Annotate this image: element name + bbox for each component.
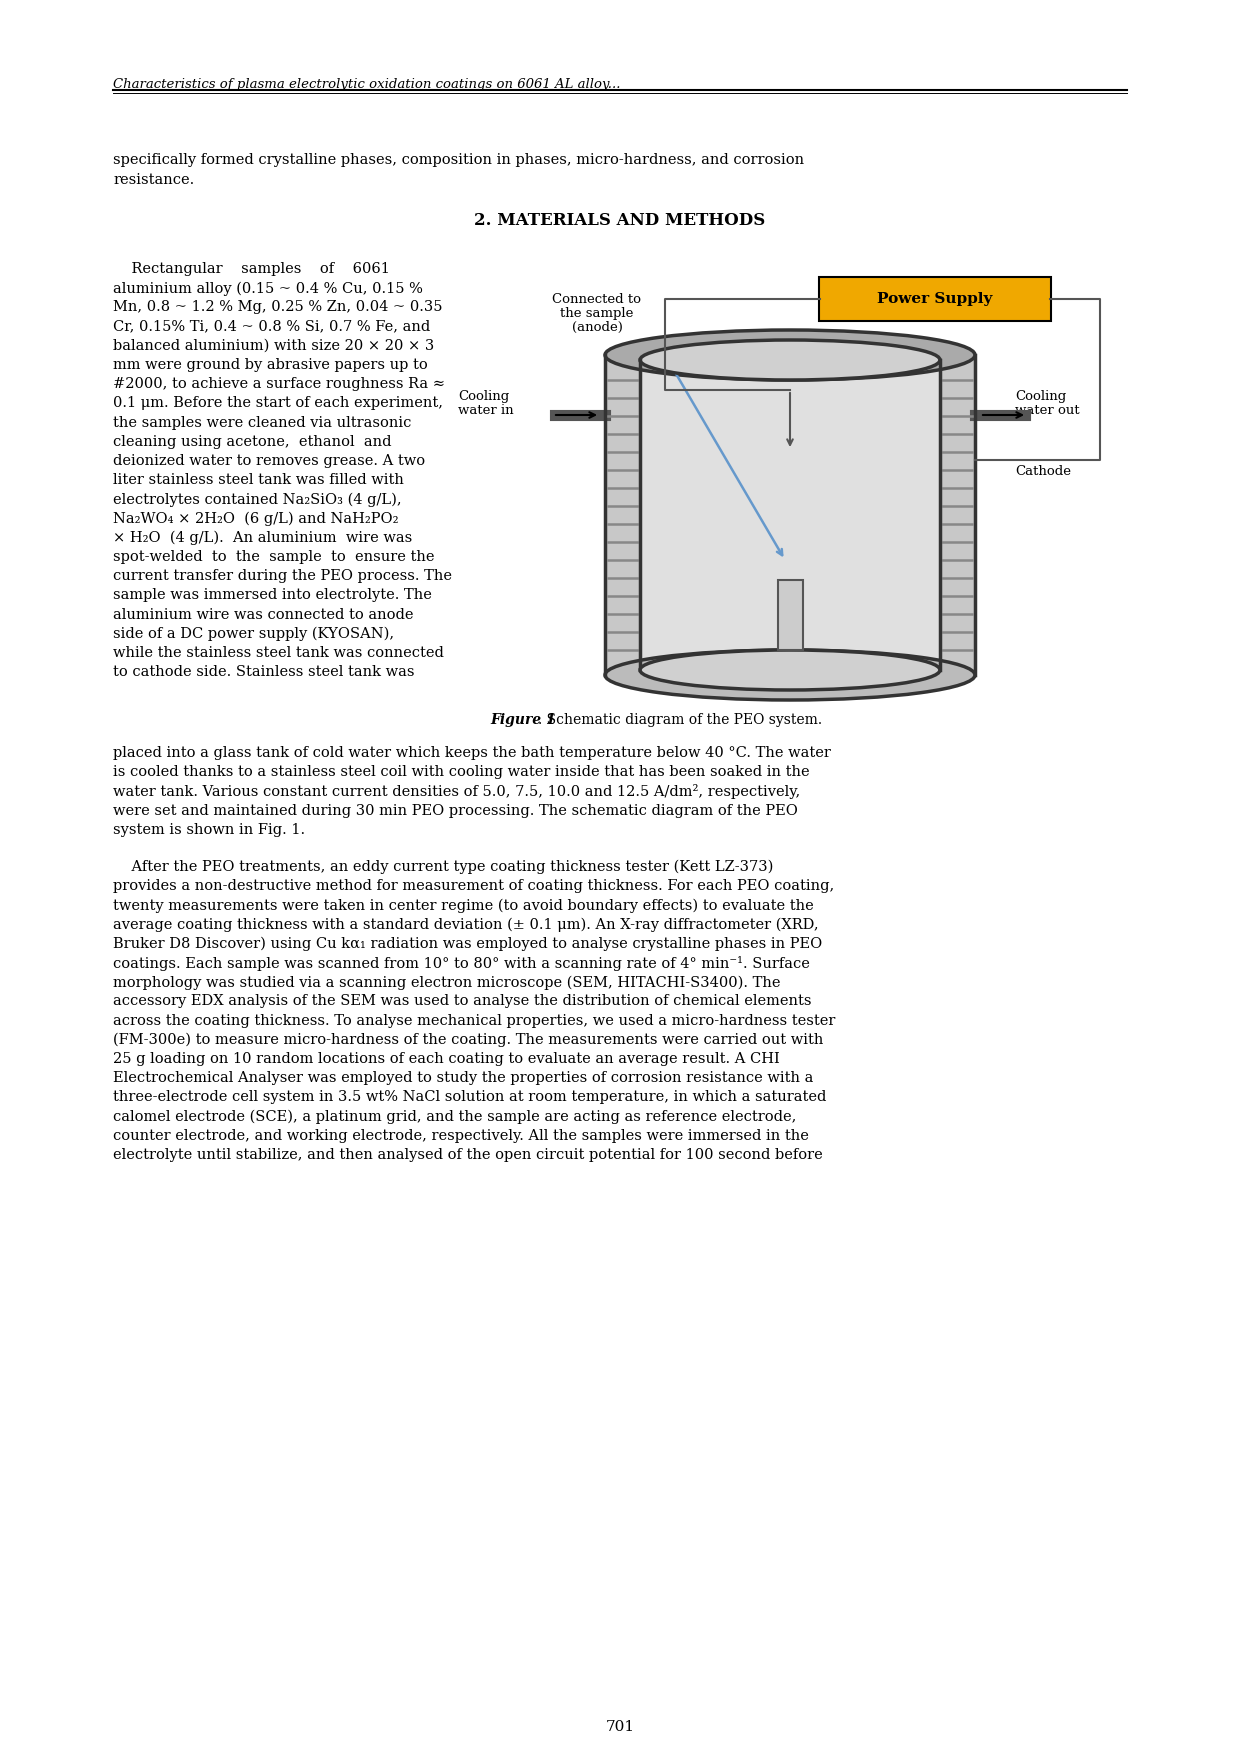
Text: aluminium alloy (0.15 ~ 0.4 % Cu, 0.15 %: aluminium alloy (0.15 ~ 0.4 % Cu, 0.15 % xyxy=(113,281,423,296)
Ellipse shape xyxy=(640,651,940,689)
Ellipse shape xyxy=(605,651,975,700)
Text: #2000, to achieve a surface roughness Ra ≈: #2000, to achieve a surface roughness Ra… xyxy=(113,377,445,391)
Text: mm were ground by abrasive papers up to: mm were ground by abrasive papers up to xyxy=(113,358,428,372)
Text: twenty measurements were taken in center regime (to avoid boundary effects) to e: twenty measurements were taken in center… xyxy=(113,898,813,912)
Text: calomel electrode (SCE), a platinum grid, and the sample are acting as reference: calomel electrode (SCE), a platinum grid… xyxy=(113,1110,796,1124)
Bar xyxy=(640,360,940,670)
Text: liter stainless steel tank was filled with: liter stainless steel tank was filled wi… xyxy=(113,474,404,488)
Text: is cooled thanks to a stainless steel coil with cooling water inside that has be: is cooled thanks to a stainless steel co… xyxy=(113,765,810,779)
Text: Electrochemical Analyser was employed to study the properties of corrosion resis: Electrochemical Analyser was employed to… xyxy=(113,1072,813,1086)
Text: the samples were cleaned via ultrasonic: the samples were cleaned via ultrasonic xyxy=(113,416,412,430)
Text: water tank. Various constant current densities of 5.0, 7.5, 10.0 and 12.5 A/dm²,: water tank. Various constant current den… xyxy=(113,784,800,800)
Text: Figure 1: Figure 1 xyxy=(490,712,556,726)
Text: average coating thickness with a standard deviation (± 0.1 μm). An X-ray diffrac: average coating thickness with a standar… xyxy=(113,917,818,931)
Text: (anode): (anode) xyxy=(572,321,622,333)
Ellipse shape xyxy=(640,340,940,381)
Text: Na₂WO₄ × 2H₂O  (6 g/L) and NaH₂PO₂: Na₂WO₄ × 2H₂O (6 g/L) and NaH₂PO₂ xyxy=(113,512,398,526)
Text: Cathode: Cathode xyxy=(1016,465,1071,479)
Text: electrolyte until stabilize, and then analysed of the open circuit potential for: electrolyte until stabilize, and then an… xyxy=(113,1149,823,1161)
Text: Power Supply: Power Supply xyxy=(878,291,993,305)
Text: spot-welded  to  the  sample  to  ensure the: spot-welded to the sample to ensure the xyxy=(113,551,434,565)
Text: aluminium wire was connected to anode: aluminium wire was connected to anode xyxy=(113,607,413,621)
Text: placed into a glass tank of cold water which keeps the bath temperature below 40: placed into a glass tank of cold water w… xyxy=(113,745,831,759)
Text: to cathode side. Stainless steel tank was: to cathode side. Stainless steel tank wa… xyxy=(113,665,414,679)
Text: × H₂O  (4 g/L).  An aluminium  wire was: × H₂O (4 g/L). An aluminium wire was xyxy=(113,531,412,545)
Text: After the PEO treatments, an eddy current type coating thickness tester (Kett LZ: After the PEO treatments, an eddy curren… xyxy=(113,859,774,875)
Text: Rectangular    samples    of    6061: Rectangular samples of 6061 xyxy=(113,261,389,275)
Text: counter electrode, and working electrode, respectively. All the samples were imm: counter electrode, and working electrode… xyxy=(113,1130,808,1144)
Text: 0.1 μm. Before the start of each experiment,: 0.1 μm. Before the start of each experim… xyxy=(113,396,443,410)
Text: while the stainless steel tank was connected: while the stainless steel tank was conne… xyxy=(113,645,444,660)
Ellipse shape xyxy=(605,330,975,381)
Text: 2. MATERIALS AND METHODS: 2. MATERIALS AND METHODS xyxy=(475,212,765,230)
Text: cleaning using acetone,  ethanol  and: cleaning using acetone, ethanol and xyxy=(113,435,392,449)
Text: deionized water to removes grease. A two: deionized water to removes grease. A two xyxy=(113,454,425,468)
Text: sample was immersed into electrolyte. The: sample was immersed into electrolyte. Th… xyxy=(113,588,432,602)
Text: coatings. Each sample was scanned from 10° to 80° with a scanning rate of 4° min: coatings. Each sample was scanned from 1… xyxy=(113,956,810,972)
Text: current transfer during the PEO process. The: current transfer during the PEO process.… xyxy=(113,570,453,582)
FancyBboxPatch shape xyxy=(818,277,1052,321)
Text: . Schematic diagram of the PEO system.: . Schematic diagram of the PEO system. xyxy=(538,712,822,726)
Text: balanced aluminium) with size 20 × 20 × 3: balanced aluminium) with size 20 × 20 × … xyxy=(113,339,434,353)
Text: accessory EDX analysis of the SEM was used to analyse the distribution of chemic: accessory EDX analysis of the SEM was us… xyxy=(113,995,811,1009)
Text: Bruker D8 Discover) using Cu kα₁ radiation was employed to analyse crystalline p: Bruker D8 Discover) using Cu kα₁ radiati… xyxy=(113,937,822,951)
Text: morphology was studied via a scanning electron microscope (SEM, HITACHI-S3400). : morphology was studied via a scanning el… xyxy=(113,975,780,989)
Text: Connected to: Connected to xyxy=(553,293,641,305)
Text: three-electrode cell system in 3.5 wt% NaCl solution at room temperature, in whi: three-electrode cell system in 3.5 wt% N… xyxy=(113,1091,826,1105)
Text: Cr, 0.15% Ti, 0.4 ~ 0.8 % Si, 0.7 % Fe, and: Cr, 0.15% Ti, 0.4 ~ 0.8 % Si, 0.7 % Fe, … xyxy=(113,319,430,333)
Text: Mn, 0.8 ~ 1.2 % Mg, 0.25 % Zn, 0.04 ~ 0.35: Mn, 0.8 ~ 1.2 % Mg, 0.25 % Zn, 0.04 ~ 0.… xyxy=(113,300,443,314)
Text: water in: water in xyxy=(458,403,513,417)
Text: Cooling: Cooling xyxy=(458,389,510,403)
Text: (FM-300e) to measure micro-hardness of the coating. The measurements were carrie: (FM-300e) to measure micro-hardness of t… xyxy=(113,1033,823,1047)
Bar xyxy=(777,581,802,651)
Text: electrolytes contained Na₂SiO₃ (4 g/L),: electrolytes contained Na₂SiO₃ (4 g/L), xyxy=(113,493,402,507)
Text: resistance.: resistance. xyxy=(113,174,195,188)
Text: across the coating thickness. To analyse mechanical properties, we used a micro-: across the coating thickness. To analyse… xyxy=(113,1014,836,1028)
Text: Characteristics of plasma electrolytic oxidation coatings on 6061 AL alloy...: Characteristics of plasma electrolytic o… xyxy=(113,77,620,91)
Text: system is shown in Fig. 1.: system is shown in Fig. 1. xyxy=(113,823,305,837)
Text: side of a DC power supply (KYOSAN),: side of a DC power supply (KYOSAN), xyxy=(113,626,394,642)
Text: water out: water out xyxy=(1016,403,1080,417)
Text: 25 g loading on 10 random locations of each coating to evaluate an average resul: 25 g loading on 10 random locations of e… xyxy=(113,1052,780,1066)
Text: Cooling: Cooling xyxy=(1016,389,1066,403)
Text: provides a non-destructive method for measurement of coating thickness. For each: provides a non-destructive method for me… xyxy=(113,879,835,893)
Text: were set and maintained during 30 min PEO processing. The schematic diagram of t: were set and maintained during 30 min PE… xyxy=(113,803,797,817)
Text: 701: 701 xyxy=(605,1721,635,1735)
Text: specifically formed crystalline phases, composition in phases, micro-hardness, a: specifically formed crystalline phases, … xyxy=(113,153,804,167)
Text: the sample: the sample xyxy=(560,307,634,319)
Bar xyxy=(605,354,975,675)
